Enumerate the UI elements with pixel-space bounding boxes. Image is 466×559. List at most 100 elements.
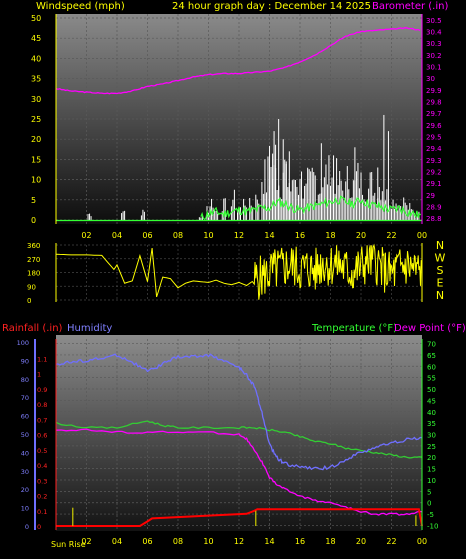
humidity-tick-label: 90 xyxy=(21,357,29,365)
temperature-tick-label: 15 xyxy=(427,466,436,474)
temperature-tick-label: 40 xyxy=(427,409,436,417)
rainfall-tick-label: 0.3 xyxy=(37,477,47,485)
wind-x-tick-label: 02 xyxy=(81,231,91,240)
temperature-tick-label: 5 xyxy=(427,488,431,496)
wind-y-tick-label: 20 xyxy=(31,135,41,144)
barometer-tick-label: 30.1 xyxy=(426,64,442,72)
wind-x-tick-label: 22 xyxy=(386,231,396,240)
wind-marks xyxy=(55,27,422,222)
wind-y-tick-label: 30 xyxy=(31,95,41,104)
barometer-tick-label: 30.4 xyxy=(426,29,442,37)
temperature-axis-title: Temperature (°F) xyxy=(311,323,397,334)
sunrise-label: Sun Rise xyxy=(51,540,86,549)
rain-x-tick-label: 00 xyxy=(417,537,427,546)
wind-y-tick-label: 40 xyxy=(31,54,41,63)
wind-y-tick-label: 25 xyxy=(31,115,41,124)
rain-x-tick-label: 16 xyxy=(295,537,305,546)
barometer-tick-label: 29.9 xyxy=(426,87,442,95)
direction-axes: 0 90 180 270 360 xyxy=(27,242,423,305)
barometer-tick-label: 29.1 xyxy=(426,180,442,188)
wind-x-tick-label: 10 xyxy=(203,231,213,240)
temperature-tick-label: 35 xyxy=(427,420,436,428)
rainfall-axis-title: Rainfall (.in) xyxy=(2,323,63,334)
rainfall-tick-label: 0.9 xyxy=(37,386,47,394)
barometer-tick-label: 29.4 xyxy=(426,145,442,153)
temperature-tick-label: -10 xyxy=(427,522,438,530)
barometer-tick-label: 28.8 xyxy=(426,215,442,223)
direction-tick-label: 360 xyxy=(27,242,40,250)
barometer-axis-title: Barometer (.in) xyxy=(372,1,448,12)
rainfall-tick-label: 0.7 xyxy=(37,416,47,424)
rainfall-tick-label: 0.6 xyxy=(37,432,47,440)
direction-letter-label: N xyxy=(436,239,444,252)
humidity-tick-label: 20 xyxy=(21,486,29,494)
rainfall-line xyxy=(56,508,423,527)
humidity-tick-label: 30 xyxy=(21,468,29,476)
humidity-tick-label: 100 xyxy=(17,339,29,347)
wind-x-tick-label: 20 xyxy=(356,231,366,240)
barometer-tick-label: 30.5 xyxy=(426,17,442,25)
wind-y-tick-label: 10 xyxy=(31,176,41,185)
rainfall-tick-label: 0.2 xyxy=(37,493,47,501)
wind-y-tick-label: 35 xyxy=(31,75,41,84)
temperature-tick-label: 65 xyxy=(427,352,436,360)
temperature-line xyxy=(55,420,423,459)
humidity-tick-label: 60 xyxy=(21,413,29,421)
temperature-tick-label: 0 xyxy=(427,500,431,508)
rainfall-tick-label: 1 xyxy=(37,371,41,379)
wind-y-tick-label: 5 xyxy=(31,196,36,205)
humidity-tick-label: 10 xyxy=(21,505,29,513)
temperature-tick-label: 20 xyxy=(427,454,436,462)
wind-x-tick-label: 06 xyxy=(142,231,152,240)
temperature-tick-label: 25 xyxy=(427,443,436,451)
barometer-tick-label: 30 xyxy=(426,75,435,83)
temperature-tick-label: 55 xyxy=(427,375,436,383)
barometer-tick-label: 28.9 xyxy=(426,204,442,212)
rain-x-tick-label: 08 xyxy=(173,537,183,546)
humidity-tick-label: 70 xyxy=(21,394,29,402)
rainfall-tick-label: 0.8 xyxy=(37,401,47,409)
wind-direction-line xyxy=(55,243,422,300)
rain-x-tick-label: 04 xyxy=(112,537,122,546)
humidity-axis-title: Humidity xyxy=(67,323,112,334)
rain-x-tick-label: 18 xyxy=(325,537,335,546)
temperature-tick-label: 45 xyxy=(427,397,436,405)
wind-x-tick-label: 04 xyxy=(112,231,122,240)
barometer-tick-label: 30.2 xyxy=(426,52,442,60)
direction-letter-label: S xyxy=(437,264,444,277)
barometer-tick-label: 29.8 xyxy=(426,99,442,107)
rain-x-tick-label: 02 xyxy=(81,537,91,546)
barometer-tick-label: 29.6 xyxy=(426,122,442,130)
wind-grid xyxy=(56,14,423,224)
temperature-tick-label: 70 xyxy=(427,341,436,349)
rainfall-tick-label: 0.1 xyxy=(37,508,47,516)
barometer-line xyxy=(55,27,421,95)
barometer-tick-label: 30.3 xyxy=(426,40,442,48)
temperature-tick-label: 50 xyxy=(427,386,436,394)
wind-y-tick-label: 0 xyxy=(31,216,36,225)
temperature-tick-label: -5 xyxy=(427,511,434,519)
dewpoint-line xyxy=(55,428,423,516)
wind-x-tick-label: 08 xyxy=(173,231,183,240)
barometer-tick-label: 29 xyxy=(426,192,435,200)
wind-x-tick-label: 12 xyxy=(234,231,244,240)
rain-x-tick-label: 10 xyxy=(203,537,213,546)
humidity-tick-label: 80 xyxy=(21,376,29,384)
rain-x-tick-label: 20 xyxy=(356,537,366,546)
wind-y-tick-label: 50 xyxy=(31,14,41,23)
avg-wind-line xyxy=(200,195,422,221)
rain-x-tick-label: 14 xyxy=(264,537,274,546)
wind-x-tick-label: 16 xyxy=(295,231,305,240)
direction-grid xyxy=(56,244,423,301)
direction-tick-label: 270 xyxy=(27,256,40,264)
rain-grid xyxy=(56,339,423,530)
rain-x-tick-label: 22 xyxy=(386,537,396,546)
barometer-tick-label: 29.7 xyxy=(426,110,442,118)
wind-x-tick-label: 14 xyxy=(264,231,274,240)
rainfall-tick-label: 0.5 xyxy=(37,447,47,455)
rain-x-tick-label: 06 xyxy=(142,537,152,546)
rainfall-tick-label: 0 xyxy=(37,523,41,531)
rainfall-tick-label: 0.4 xyxy=(37,462,47,470)
